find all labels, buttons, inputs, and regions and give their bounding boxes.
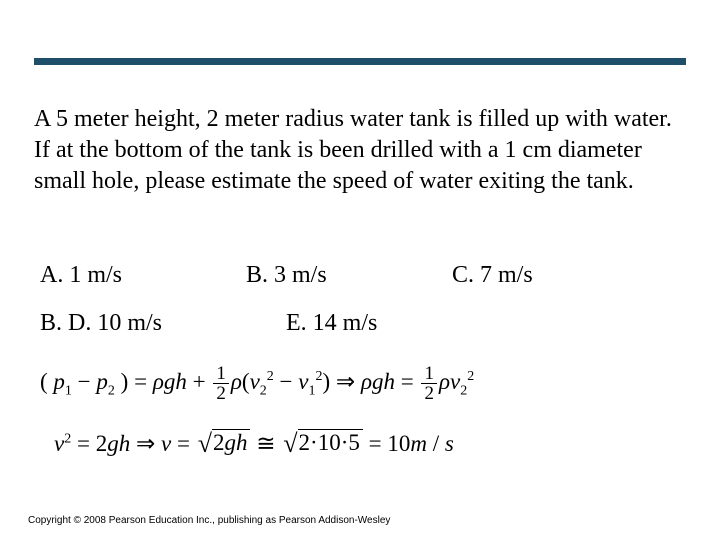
- choice-c-label: C.: [452, 262, 474, 289]
- choice-d: B. D. 10 m/s: [40, 310, 280, 337]
- equation-2: v2 = 2gh ⇒ v = 2gh ≅ 2·10·5 = 10m / s: [54, 428, 454, 458]
- equation-1: ( p1 − p2 ) = ρgh + 12ρ(v22 − v12) ⇒ ρgh…: [40, 364, 474, 403]
- question-text: A 5 meter height, 2 meter radius water t…: [34, 104, 674, 198]
- choice-b-value: 3 m/s: [274, 262, 327, 289]
- choice-e-value: 14 m/s: [313, 310, 378, 337]
- choice-b-label: B.: [246, 262, 268, 289]
- top-rule: [34, 58, 686, 65]
- choice-c-value: 7 m/s: [480, 262, 533, 289]
- choice-b: B. 3 m/s: [246, 262, 446, 289]
- slide: A 5 meter height, 2 meter radius water t…: [0, 0, 720, 540]
- choices-row-2: B. D. 10 m/s E. 14 m/s: [40, 310, 680, 337]
- choice-a-value: 1 m/s: [69, 262, 122, 289]
- choice-c: C. 7 m/s: [452, 262, 632, 289]
- copyright-text: Copyright © 2008 Pearson Education Inc.,…: [28, 515, 390, 526]
- choices-row-1: A. 1 m/s B. 3 m/s C. 7 m/s: [40, 262, 680, 289]
- choice-e-label: E.: [286, 310, 307, 337]
- choice-d-value: 10 m/s: [97, 310, 162, 337]
- choice-d-label: B. D.: [40, 310, 91, 337]
- choice-e: E. 14 m/s: [286, 310, 466, 337]
- choice-a-label: A.: [40, 262, 63, 289]
- choice-a: A. 1 m/s: [40, 262, 240, 289]
